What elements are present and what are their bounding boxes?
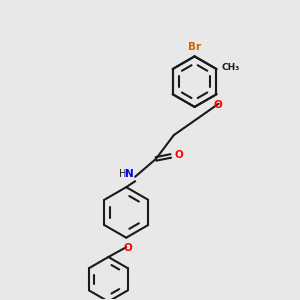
Text: O: O xyxy=(214,100,222,110)
Text: H: H xyxy=(119,169,126,179)
Text: Br: Br xyxy=(188,42,201,52)
Text: CH₃: CH₃ xyxy=(222,63,240,72)
Text: O: O xyxy=(123,243,132,253)
Text: O: O xyxy=(174,150,183,161)
Text: N: N xyxy=(125,169,134,179)
